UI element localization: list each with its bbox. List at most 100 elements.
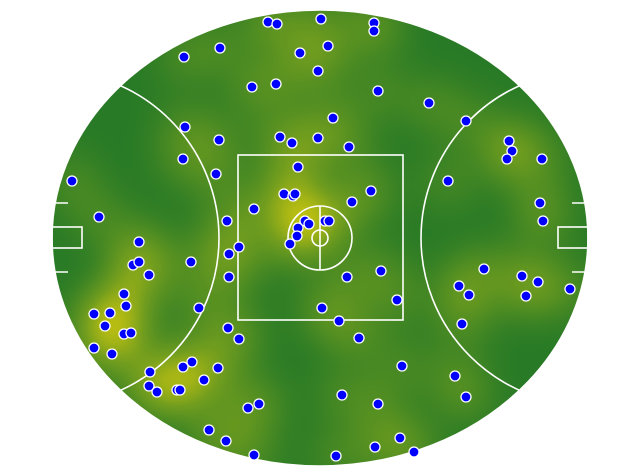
point <box>442 175 454 187</box>
point <box>520 290 532 302</box>
point <box>99 320 111 332</box>
point <box>501 153 513 165</box>
point <box>212 362 224 374</box>
point <box>532 276 544 288</box>
point <box>198 374 210 386</box>
point <box>223 271 235 283</box>
point <box>536 153 548 165</box>
point <box>213 134 225 146</box>
point <box>534 197 546 209</box>
point <box>453 280 465 292</box>
point <box>233 241 245 253</box>
point <box>151 386 163 398</box>
point <box>143 380 155 392</box>
point <box>368 25 380 37</box>
point <box>333 315 345 327</box>
point <box>223 248 235 260</box>
point <box>66 175 78 187</box>
point <box>120 300 132 312</box>
point <box>316 302 328 314</box>
point <box>408 446 420 458</box>
point <box>365 185 377 197</box>
point <box>88 308 100 320</box>
point <box>372 398 384 410</box>
point <box>289 188 301 200</box>
point <box>372 85 384 97</box>
point <box>291 230 303 242</box>
point <box>284 238 296 250</box>
point <box>248 203 260 215</box>
point <box>185 256 197 268</box>
point <box>322 40 334 52</box>
point <box>516 270 528 282</box>
point <box>330 450 342 462</box>
point <box>341 271 353 283</box>
point <box>391 294 403 306</box>
point <box>478 263 490 275</box>
point <box>106 348 118 360</box>
point <box>242 402 254 414</box>
point <box>133 236 145 248</box>
point <box>564 283 576 295</box>
point <box>220 435 232 447</box>
point <box>178 51 190 63</box>
point <box>327 112 339 124</box>
point <box>193 302 205 314</box>
point <box>203 424 215 436</box>
point <box>463 289 475 301</box>
point <box>104 307 116 319</box>
point <box>248 449 260 461</box>
point <box>143 269 155 281</box>
point <box>312 65 324 77</box>
point <box>144 366 156 378</box>
point <box>133 256 145 268</box>
point <box>449 370 461 382</box>
point <box>312 132 324 144</box>
point <box>222 322 234 334</box>
point <box>506 145 518 157</box>
point <box>253 398 265 410</box>
point <box>174 384 186 396</box>
point <box>262 16 274 28</box>
point <box>396 360 408 372</box>
point <box>274 131 286 143</box>
point <box>323 215 335 227</box>
point <box>88 342 100 354</box>
point <box>177 361 189 373</box>
point <box>456 318 468 330</box>
point <box>503 135 515 147</box>
point <box>336 389 348 401</box>
point <box>346 196 358 208</box>
point <box>460 391 472 403</box>
point <box>369 441 381 453</box>
point <box>278 188 290 200</box>
point <box>177 153 189 165</box>
point <box>315 13 327 25</box>
point <box>179 121 191 133</box>
point <box>210 168 222 180</box>
point <box>343 141 355 153</box>
point <box>125 327 137 339</box>
point <box>286 137 298 149</box>
point <box>186 356 198 368</box>
point <box>375 265 387 277</box>
point <box>294 47 306 59</box>
point <box>246 81 258 93</box>
boundary <box>51 9 589 467</box>
point <box>233 333 245 345</box>
point <box>93 211 105 223</box>
point <box>214 42 226 54</box>
point <box>271 18 283 30</box>
points <box>66 13 576 462</box>
point <box>292 161 304 173</box>
point <box>303 218 315 230</box>
point <box>118 288 130 300</box>
point <box>270 78 282 90</box>
point <box>353 332 365 344</box>
point <box>423 97 435 109</box>
point <box>460 115 472 127</box>
point <box>394 432 406 444</box>
point <box>221 215 233 227</box>
point <box>537 215 549 227</box>
